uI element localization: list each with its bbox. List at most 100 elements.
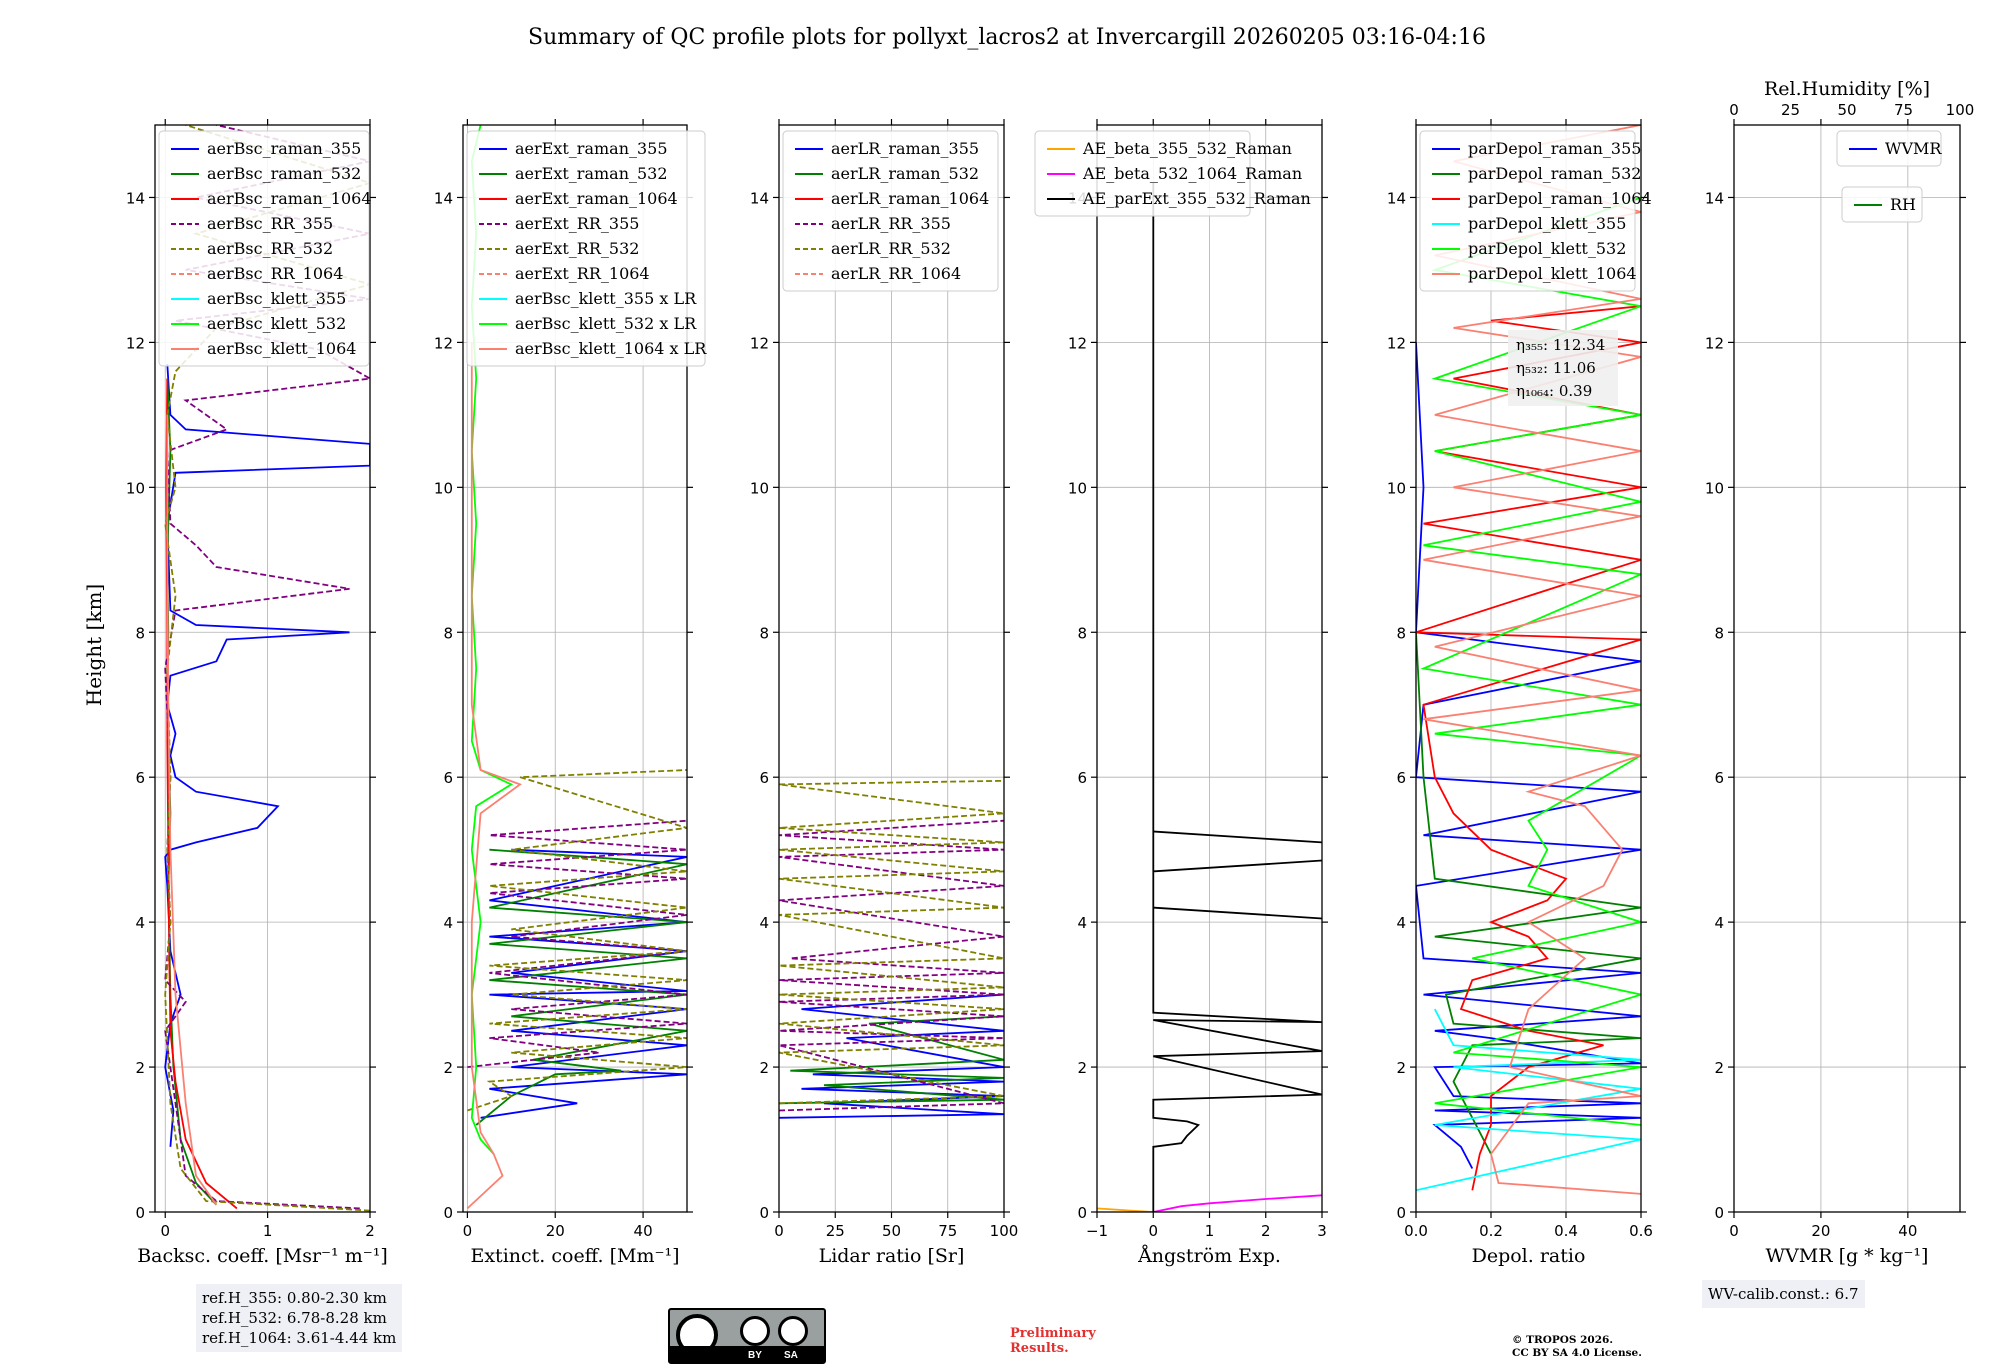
legend-label: AE_beta_532_1064_Raman xyxy=(1082,164,1302,183)
y-tick-label: 6 xyxy=(135,769,145,787)
y-tick-label: 8 xyxy=(1396,624,1406,642)
legend-label: aerLR_raman_532 xyxy=(831,164,979,183)
y-tick-label: 10 xyxy=(1705,479,1724,497)
legend-label: aerBsc_klett_355 xyxy=(207,289,346,308)
y-tick-label: 4 xyxy=(759,914,769,932)
y-tick-label: 6 xyxy=(1714,769,1724,787)
y-tick-label: 6 xyxy=(759,769,769,787)
preliminary-results-note: Preliminary Results. xyxy=(1010,1326,1096,1356)
y-tick-label: 12 xyxy=(1705,334,1724,352)
x-axis-label: Ångström Exp. xyxy=(1137,1245,1281,1267)
x-tick-label: 0.6 xyxy=(1629,1222,1653,1240)
y-tick-label: 8 xyxy=(135,624,145,642)
y-tick-label: 0 xyxy=(759,1204,769,1222)
top-x-tick-label: 50 xyxy=(1837,101,1856,119)
eta-label: η₅₃₂: 11.06 xyxy=(1516,359,1596,377)
legend-label: parDepol_klett_532 xyxy=(1468,239,1626,258)
x-tick-label: −1 xyxy=(1086,1222,1108,1240)
legend-label: aerLR_raman_1064 xyxy=(831,189,989,208)
legend-label: aerBsc_raman_532 xyxy=(207,164,361,183)
preliminary-line-1: Preliminary xyxy=(1010,1326,1096,1341)
x-tick-label: 3 xyxy=(1317,1222,1327,1240)
series-AE_parExt_355_532_Raman xyxy=(1152,183,1322,1212)
legend-label: parDepol_klett_1064 xyxy=(1468,264,1637,283)
y-tick-label: 0 xyxy=(1396,1204,1406,1222)
legend-label: aerBsc_klett_1064 x LR xyxy=(515,339,707,358)
y-tick-label: 10 xyxy=(1068,479,1087,497)
copyright-line-1: © TROPOS 2026. xyxy=(1512,1334,1614,1346)
legend-label: parDepol_raman_1064 xyxy=(1468,189,1652,208)
y-tick-label: 10 xyxy=(126,479,145,497)
share-alike-icon xyxy=(778,1316,808,1346)
y-tick-label: 8 xyxy=(759,624,769,642)
panel-extinction: 0 2 4 6 8 10 12 14 0 20 40 Extinct. coeff. [Mm⁻¹] ae… xyxy=(434,119,707,1267)
y-tick-label: 8 xyxy=(443,624,453,642)
eta-label: η₃₅₅: 112.34 xyxy=(1516,336,1605,354)
y-tick-label: 0 xyxy=(135,1204,145,1222)
legend-label: aerBsc_RR_1064 xyxy=(207,264,343,283)
y-tick-label: 14 xyxy=(126,189,145,207)
legend-label: aerLR_RR_355 xyxy=(831,214,951,233)
y-tick-label: 14 xyxy=(1387,189,1406,207)
axes-frame xyxy=(462,124,688,1213)
y-tick-label: 6 xyxy=(443,769,453,787)
legend-label: parDepol_klett_355 xyxy=(1468,214,1626,233)
legend-box xyxy=(782,130,999,292)
y-tick-label: 2 xyxy=(759,1059,769,1077)
x-tick-label: 20 xyxy=(546,1222,565,1240)
legend-label: parDepol_raman_355 xyxy=(1468,139,1641,158)
panel-depol: 0 2 4 6 8 10 12 14 0.0 0.2 0.4 0.6 Depol. ratio parDe… xyxy=(1387,119,1653,1267)
legend-label: aerBsc_klett_355 x LR xyxy=(515,289,697,308)
series-aerLR_raman_532 xyxy=(779,1015,1004,1105)
legend-rh-label: RH xyxy=(1890,195,1916,214)
refh-355: ref.H_355: 0.80-2.30 km xyxy=(202,1289,387,1307)
x-tick-label: 0 xyxy=(160,1222,170,1240)
x-tick-label: 0 xyxy=(1148,1222,1158,1240)
series-aerBsc_klett_1064 xyxy=(166,414,218,1206)
legend-label: aerBsc_RR_355 xyxy=(207,214,333,233)
legend-label: aerLR_RR_532 xyxy=(831,239,951,258)
badge-sa-label: SA xyxy=(784,1350,798,1361)
legend-label: aerBsc_klett_532 xyxy=(207,314,346,333)
series-aerExt_RR_532 xyxy=(467,769,687,1112)
top-x-axis-label: Rel.Humidity [%] xyxy=(1764,78,1930,100)
x-axis-label: WVMR [g * kg⁻¹] xyxy=(1766,1245,1929,1267)
legend-label: AE_parExt_355_532_Raman xyxy=(1082,189,1311,208)
y-tick-label: 4 xyxy=(1714,914,1724,932)
y-tick-label: 10 xyxy=(750,479,769,497)
y-tick-label: 14 xyxy=(1705,189,1724,207)
y-tick-label: 14 xyxy=(750,189,769,207)
copyright-line-2: CC BY SA 4.0 License. xyxy=(1512,1347,1642,1359)
top-x-tick-label: 0 xyxy=(1729,101,1739,119)
y-tick-label: 12 xyxy=(750,334,769,352)
axes-frame xyxy=(1415,124,1642,1213)
x-tick-label: 0 xyxy=(463,1222,473,1240)
series-aerExt_raman_532 xyxy=(475,848,687,1126)
legend-label: aerBsc_raman_355 xyxy=(207,139,361,158)
x-tick-label: 2 xyxy=(1261,1222,1271,1240)
eta-box xyxy=(1508,330,1618,406)
y-tick-label: 2 xyxy=(1714,1059,1724,1077)
series-aerLR_RR_532 xyxy=(779,779,1004,1105)
y-tick-label: 0 xyxy=(443,1204,453,1222)
refh-532: ref.H_532: 6.78-8.28 km xyxy=(202,1309,387,1327)
series-parDepol_klett_355 xyxy=(1416,1008,1641,1192)
copyright-note: © TROPOS 2026. CC BY SA 4.0 License. xyxy=(1512,1334,1642,1360)
legend-label: parDepol_raman_532 xyxy=(1468,164,1641,183)
y-tick-label: 12 xyxy=(1387,334,1406,352)
legend-label: aerLR_RR_1064 xyxy=(831,264,961,283)
series-group xyxy=(779,779,1004,1119)
legend-label: aerExt_RR_355 xyxy=(515,214,639,233)
x-tick-label: 0.0 xyxy=(1404,1222,1428,1240)
y-tick-label: 2 xyxy=(135,1059,145,1077)
eta-label: η₁₀₆₄: 0.39 xyxy=(1516,382,1592,400)
y-tick-label: 10 xyxy=(434,479,453,497)
y-tick-label: 12 xyxy=(1068,334,1087,352)
x-axis-label: Lidar ratio [Sr] xyxy=(819,1245,965,1267)
x-tick-label: 0.4 xyxy=(1554,1222,1578,1240)
legend-label: aerExt_RR_1064 xyxy=(515,264,650,283)
y-tick-label: 12 xyxy=(126,334,145,352)
series-aerBsc_klett_1064 x LR xyxy=(466,342,522,1210)
